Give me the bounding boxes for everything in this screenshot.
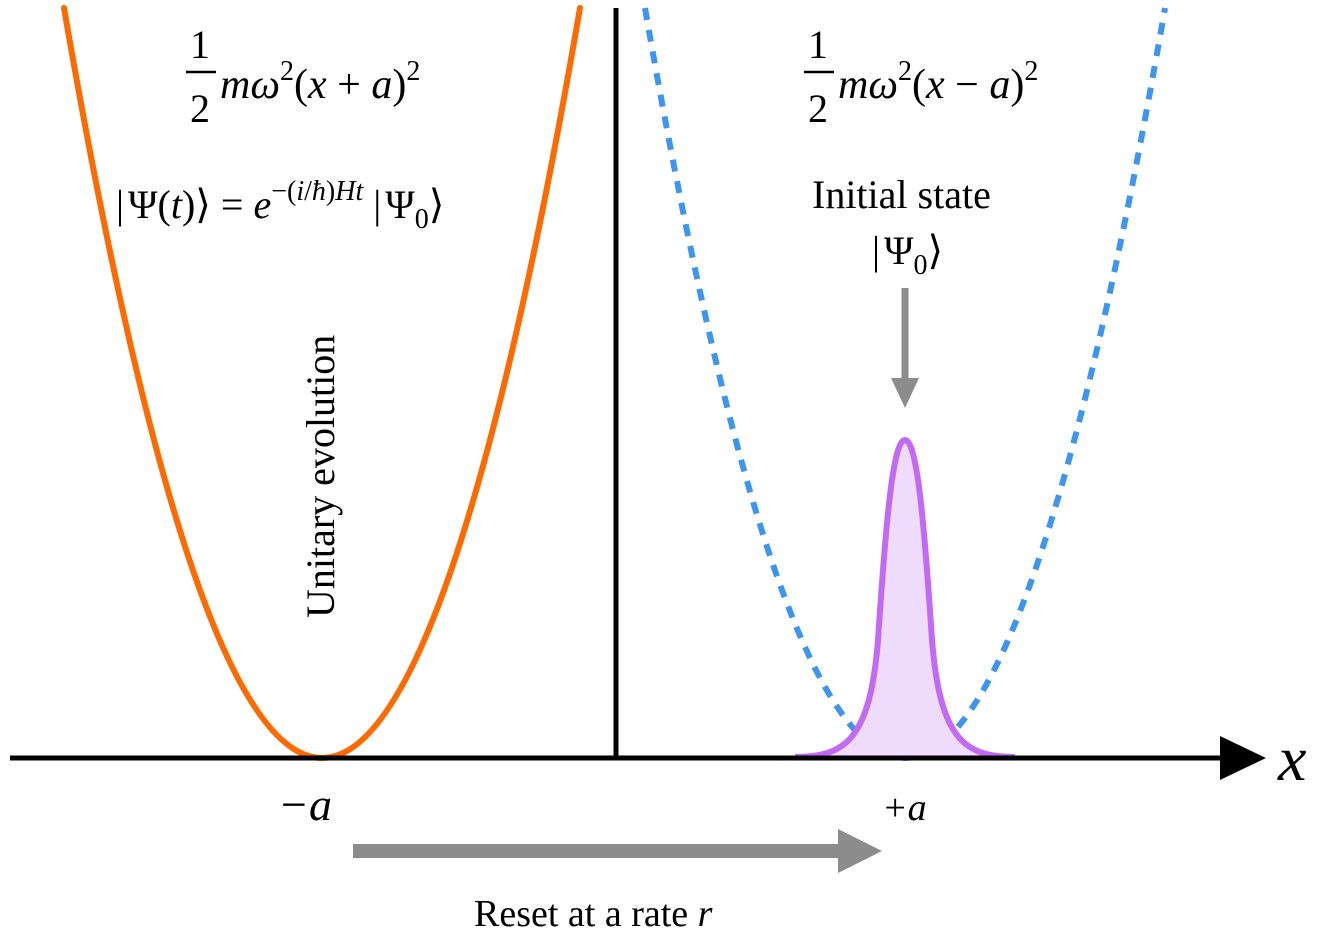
tick-minus-a: −a: [278, 779, 332, 830]
initial-state-arrow-head: [891, 378, 919, 408]
evolution-formula: | Ψ(t)⟩ = e−(i/ħ)Ht | Ψ0⟩: [116, 176, 444, 235]
unitary-evolution-label: Unitary evolution: [298, 335, 343, 618]
reset-label: Reset at a rate r: [474, 893, 713, 935]
svg-text:1: 1: [190, 22, 210, 67]
svg-text:mω2(x − a)2: mω2(x − a)2: [838, 56, 1038, 108]
svg-text:2: 2: [190, 86, 210, 131]
svg-text:1: 1: [808, 22, 828, 67]
x-axis-label: x: [1277, 723, 1306, 794]
wavepacket-curve: [794, 437, 1016, 760]
reset-arrow-head: [838, 829, 882, 873]
left-potential-formula: 1 2 mω2(x + a)2: [186, 22, 420, 131]
initial-state-label: Initial state: [812, 172, 991, 217]
svg-text:2: 2: [808, 86, 828, 131]
initial-state-ket: | Ψ0⟩: [872, 228, 943, 281]
right-potential-formula: 1 2 mω2(x − a)2: [804, 22, 1038, 131]
tick-plus-a: +a: [882, 787, 927, 829]
wavepacket-fill: [795, 440, 1015, 757]
x-axis-arrowhead: [1220, 736, 1266, 780]
svg-text:mω2(x + a)2: mω2(x + a)2: [220, 56, 420, 108]
